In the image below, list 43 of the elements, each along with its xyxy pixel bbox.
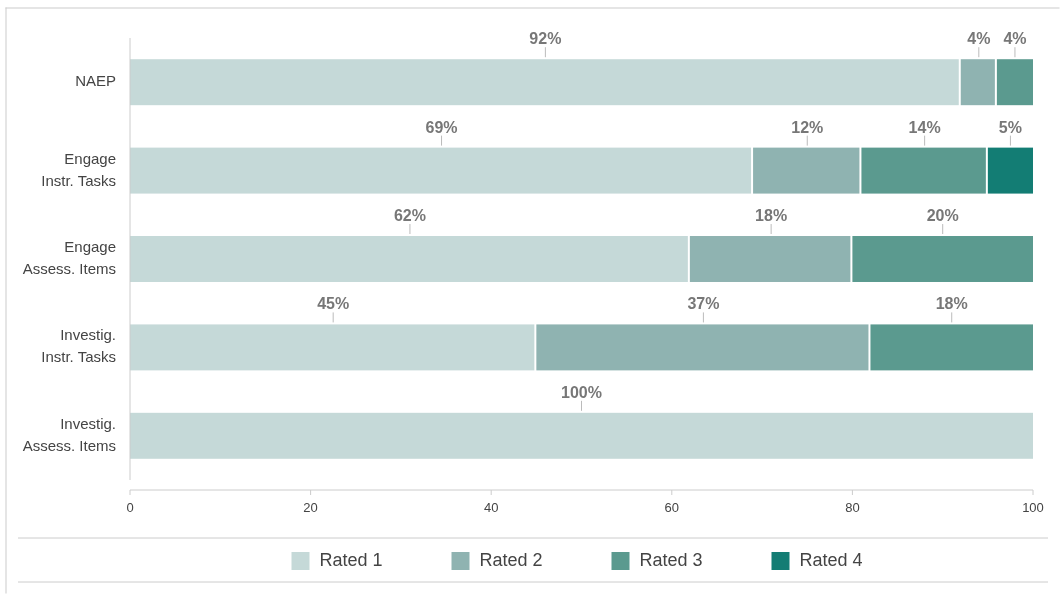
x-tick-label: 0 <box>126 500 134 515</box>
bar <box>870 324 1033 371</box>
data-label: 4% <box>1003 30 1027 48</box>
data-label: 62% <box>393 207 426 225</box>
y-tick-label: Engage Instr. Tasks <box>41 149 116 189</box>
bar <box>130 147 752 194</box>
data-label: 18% <box>755 207 788 225</box>
bar <box>852 236 1033 282</box>
bar <box>536 324 869 371</box>
bar <box>753 147 860 194</box>
x-tick-label: 60 <box>664 500 680 515</box>
bar <box>130 412 1033 459</box>
bar <box>996 59 1033 106</box>
bar <box>130 236 688 282</box>
bar <box>130 324 535 371</box>
bar <box>861 147 986 194</box>
bar <box>987 147 1033 194</box>
data-label: 100% <box>561 383 602 401</box>
y-tick-label: Engage Assess. Items <box>22 237 116 277</box>
legend-label: Rated 2 <box>479 549 543 570</box>
x-tick-label: 100 <box>1022 500 1044 515</box>
data-label: 18% <box>935 295 968 313</box>
legend-label: Rated 3 <box>639 549 703 570</box>
y-tick-label: Investig. Assess. Items <box>22 414 116 454</box>
x-tick-label: 20 <box>303 500 318 515</box>
data-label: 12% <box>791 118 824 136</box>
bar <box>960 59 995 106</box>
data-label: 14% <box>908 118 941 136</box>
data-label: 92% <box>529 30 562 48</box>
data-label: 4% <box>967 30 991 48</box>
y-tick-label: Investig. Instr. Tasks <box>41 326 116 366</box>
data-label: 20% <box>926 207 959 225</box>
data-label: 37% <box>687 295 720 313</box>
bar <box>130 59 959 106</box>
bar <box>689 236 851 282</box>
legend-label: Rated 1 <box>319 549 383 570</box>
x-tick-label: 40 <box>483 500 499 515</box>
y-tick-label: NAEP <box>75 72 116 90</box>
data-label: 69% <box>425 118 458 136</box>
data-label: 45% <box>317 295 350 313</box>
legend-label: Rated 4 <box>799 549 863 570</box>
data-label: 5% <box>998 118 1022 136</box>
x-tick-label: 80 <box>845 500 860 515</box>
